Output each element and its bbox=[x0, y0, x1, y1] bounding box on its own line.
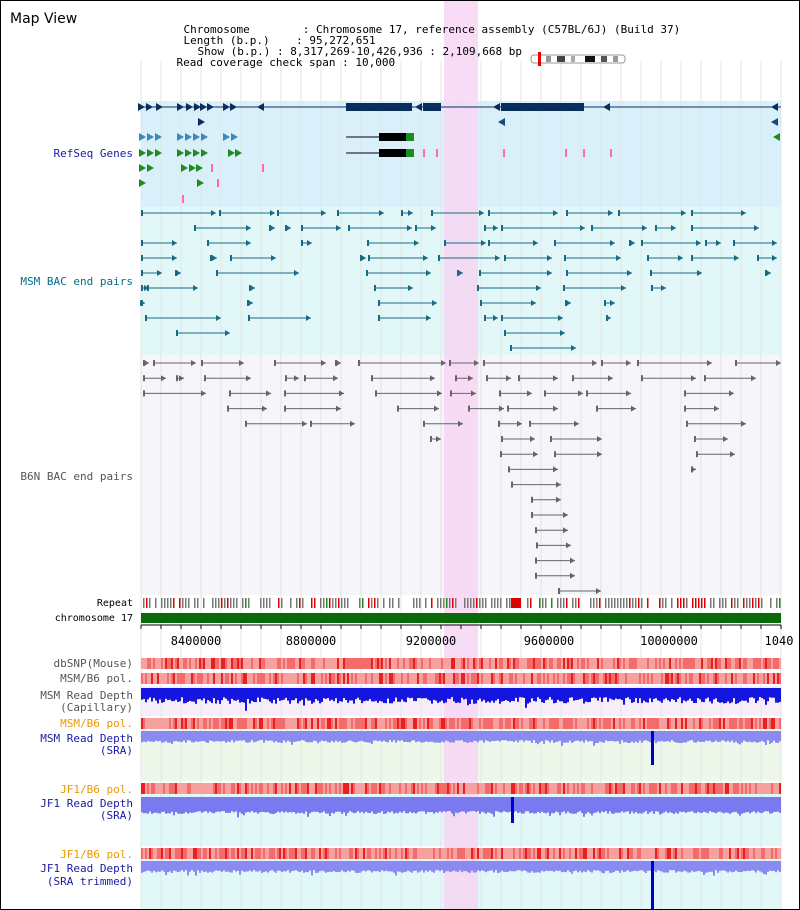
show-info: Show (b.p.) : 8,317,269-10,426,936 : 2,1… bbox=[197, 45, 523, 58]
ideogram-position-marker bbox=[538, 52, 541, 66]
track-label-msm-depth-capillary: MSM Read Depth bbox=[40, 689, 133, 702]
chromosome-value: Chromosome 17, reference assembly (C57BL… bbox=[315, 23, 681, 36]
axis-tick-label: 8400000 bbox=[171, 634, 222, 648]
track-label-dbsnp: dbSNP(Mouse) bbox=[53, 657, 133, 670]
refseq-gene-features bbox=[138, 103, 781, 203]
msm-b6-pol-heat-2 bbox=[141, 718, 781, 729]
highlight-region bbox=[444, 1, 478, 909]
length-info: Length (b.p.) : 95,272,651 bbox=[183, 34, 376, 47]
track-label-repeat: Repeat bbox=[96, 598, 133, 609]
track-label-msm-b6-pol-2: MSM/B6 pol. bbox=[60, 717, 133, 730]
span-info: Read coverage check span : 10,000 bbox=[176, 56, 396, 69]
jf1-b6-pol-heat-2 bbox=[141, 848, 781, 859]
track-label-refseq[interactable]: RefSeq Genes bbox=[53, 147, 133, 160]
msm-capillary-depth bbox=[141, 688, 781, 711]
chromosome-band bbox=[141, 613, 781, 623]
track-label-jf1-depth-trimmed: JF1 Read Depth bbox=[40, 862, 133, 875]
position-axis: 8400000 8800000 9200000 9600000 10000000 1040 bbox=[140, 624, 794, 648]
track-label-jf1-depth-sra: JF1 Read Depth bbox=[40, 797, 133, 810]
span-key: Read coverage check span bbox=[176, 56, 336, 69]
track-label-jf1-b6-pol-2: JF1/B6 pol. bbox=[60, 848, 133, 861]
b6n-bac-end-pairs bbox=[143, 360, 781, 594]
track-label-jf1-b6-pol-1: JF1/B6 pol. bbox=[60, 783, 133, 796]
track-label-msm-depth-sra: MSM Read Depth bbox=[40, 732, 133, 745]
track-label-msm-b6-pol-1: MSM/B6 pol. bbox=[60, 672, 133, 685]
jf1-b6-pol-heat-1 bbox=[141, 783, 781, 794]
track-label-chromosome: chromosome 17 bbox=[54, 613, 133, 624]
page-title: Map View bbox=[10, 11, 78, 27]
repeat-track bbox=[143, 598, 781, 608]
chromosome-key: Chromosome bbox=[183, 23, 250, 36]
chromosome-ideogram bbox=[530, 52, 626, 66]
msm-sra-depth bbox=[141, 731, 781, 765]
axis-tick-label: 9600000 bbox=[524, 634, 575, 648]
chromosome-info: Chromosome : Chromosome 17, reference as… bbox=[183, 23, 681, 36]
track-label-jf1-depth-sra-sub: (SRA) bbox=[99, 809, 133, 822]
show-key: Show (b.p.) bbox=[197, 45, 271, 58]
axis-tick-label: 9200000 bbox=[406, 634, 457, 648]
dbsnp-heat bbox=[141, 658, 781, 669]
track-label-b6n-bac[interactable]: B6N BAC end pairs bbox=[20, 470, 133, 483]
msm-b6-pol-heat-1 bbox=[141, 673, 781, 684]
jf1-trimmed-depth bbox=[141, 861, 781, 909]
show-value: 8,317,269-10,426,936 : 2,109,668 bp bbox=[290, 45, 523, 58]
grid-lines bbox=[140, 61, 782, 909]
track-label-jf1-depth-trimmed-sub: (SRA trimmed) bbox=[46, 875, 133, 888]
span-value: 10,000 bbox=[355, 56, 396, 69]
axis-tick-label: 8800000 bbox=[286, 634, 337, 648]
track-label-msm-depth-capillary-sub: (Capillary) bbox=[60, 701, 133, 714]
track-label-msm-depth-sra-sub: (SRA) bbox=[99, 744, 133, 757]
axis-tick-label: 1040 bbox=[765, 634, 794, 648]
msm-bac-end-pairs bbox=[140, 210, 777, 351]
jf1-sra-depth bbox=[141, 797, 781, 823]
length-value: 95,272,651 bbox=[309, 34, 376, 47]
length-key: Length (b.p.) bbox=[183, 34, 270, 47]
axis-tick-label: 10000000 bbox=[640, 634, 698, 648]
track-label-msm-bac[interactable]: MSM BAC end pairs bbox=[20, 275, 133, 288]
